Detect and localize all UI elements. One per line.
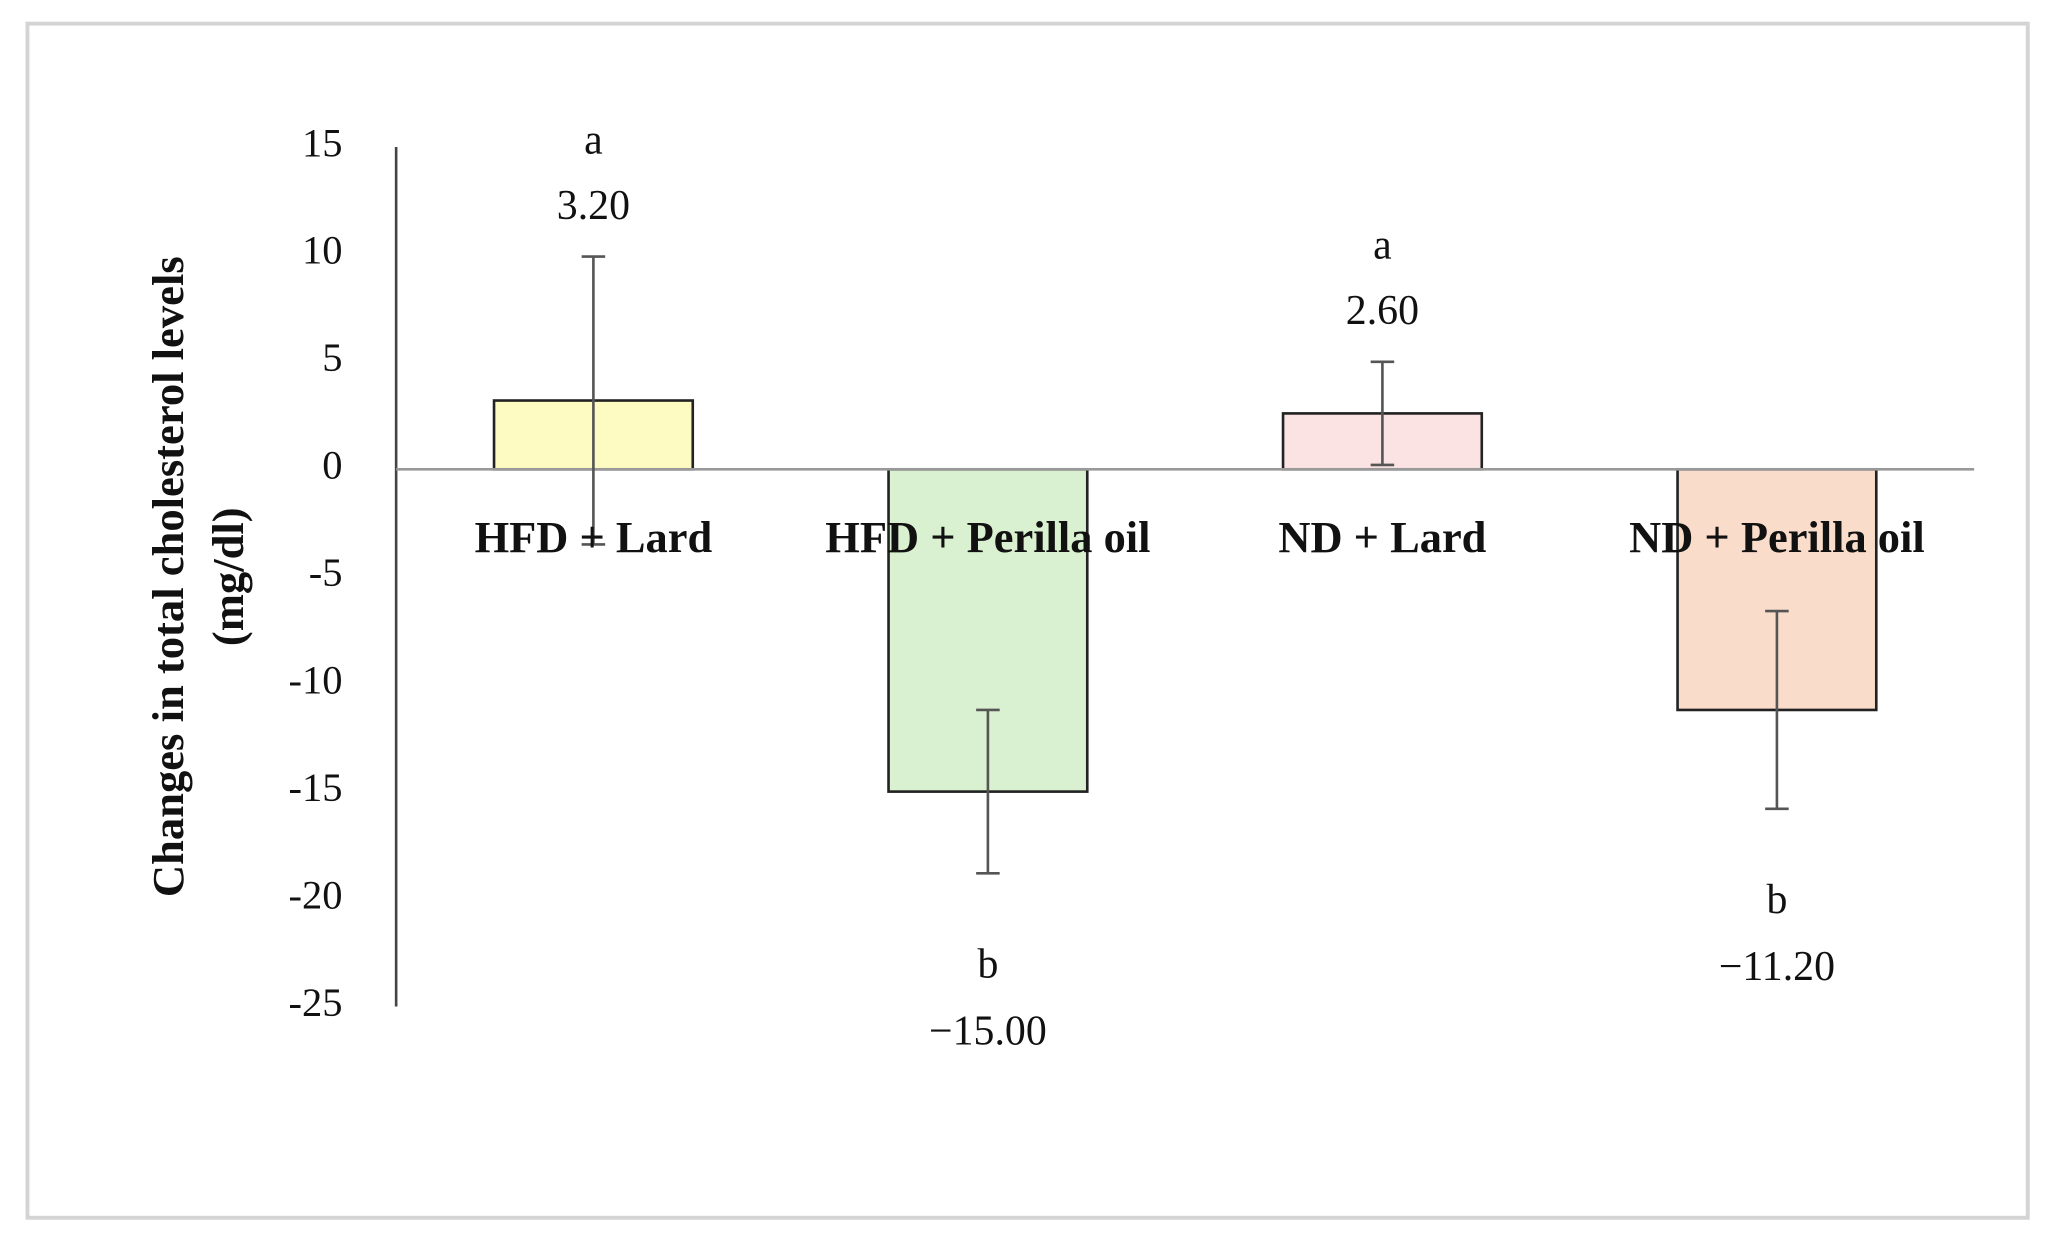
value-label: 2.60	[1346, 288, 1419, 334]
y-axis-title-line: (mg/dl)	[203, 507, 253, 646]
value-label: 3.20	[557, 183, 630, 229]
value-label: −11.20	[1719, 944, 1835, 990]
x-tick-label: HFD + Lard	[475, 512, 713, 562]
y-tick-label: -25	[289, 980, 343, 1025]
y-tick-label: -10	[289, 657, 343, 702]
x-tick-label: ND + Lard	[1278, 512, 1486, 562]
significance-letter: b	[977, 941, 998, 987]
y-tick-label: 0	[322, 443, 342, 488]
y-tick-label: 15	[302, 120, 343, 165]
error-bar	[1765, 609, 1789, 811]
error-bar	[581, 255, 606, 546]
significance-letter: b	[1766, 877, 1787, 923]
value-label: −15.00	[929, 1008, 1047, 1054]
x-tick-label: ND + Perilla oil	[1629, 512, 1925, 562]
error-bar	[1370, 360, 1395, 467]
y-tick-label: -20	[289, 872, 343, 917]
significance-letter: a	[584, 117, 603, 163]
y-axis-title: Changes in total cholesterol levels (mg/d…	[143, 256, 253, 897]
x-tick-label: HFD + Perilla oil	[825, 512, 1150, 562]
error-bar	[976, 708, 1000, 875]
y-tick-label: 5	[322, 335, 342, 380]
significance-letter: a	[1373, 223, 1392, 269]
y-tick-label: 10	[302, 228, 343, 273]
y-tick-label: -5	[309, 550, 343, 595]
y-tick-label: -15	[289, 765, 343, 810]
y-axis-title-line: Changes in total cholesterol levels	[143, 256, 193, 897]
